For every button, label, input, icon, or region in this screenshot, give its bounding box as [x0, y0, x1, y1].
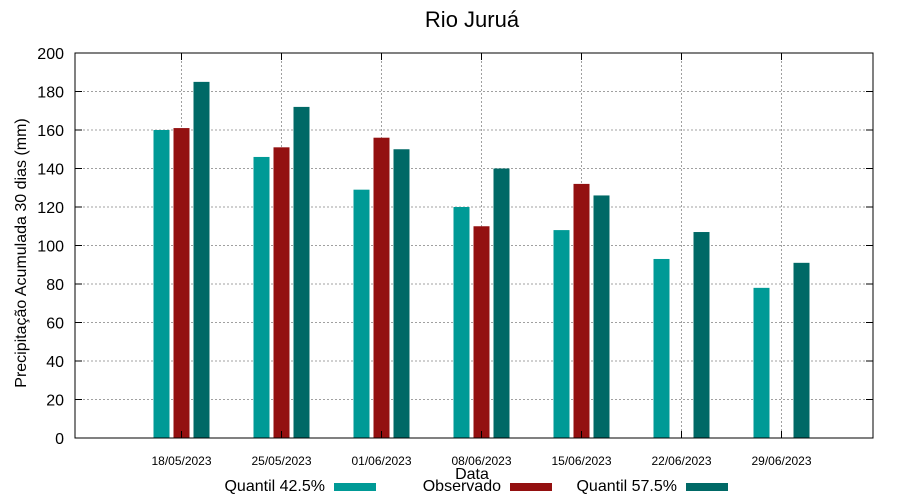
legend-swatch	[334, 483, 376, 491]
y-tick-label: 180	[37, 85, 64, 102]
x-tick-label: 25/05/2023	[251, 454, 311, 468]
y-tick-label: 0	[55, 431, 64, 448]
legend-swatch	[510, 483, 552, 491]
bar-quantil-57-5--4	[593, 195, 610, 438]
bar-observado-0	[173, 128, 190, 438]
axis-ticks: 0 20 40 60 80 100 120 140 160 180 200 18/05/2023 25/…	[37, 46, 873, 468]
y-tick-label: 80	[46, 277, 64, 294]
y-tick-label: 120	[37, 200, 64, 217]
x-tick-label: 22/06/2023	[651, 454, 711, 468]
bar-observado-3	[473, 226, 490, 438]
y-tick-label: 40	[46, 354, 64, 371]
bar-quantil-57-5--5	[693, 232, 710, 438]
legend-label: Observado	[423, 478, 501, 495]
y-tick-label: 60	[46, 316, 64, 333]
x-tick-label: 08/06/2023	[451, 454, 511, 468]
legend: Quantil 42.5% Observado Quantil 57.5%	[224, 478, 728, 495]
bar-quantil-57-5--2	[393, 149, 410, 438]
y-tick-label: 200	[37, 46, 64, 63]
x-tick-label: 01/06/2023	[351, 454, 411, 468]
y-tick-label: 160	[37, 123, 64, 140]
bar-quantil-57-5--6	[793, 262, 810, 438]
bar-quantil-42-5--5	[653, 258, 670, 438]
bar-quantil-42-5--0	[153, 130, 170, 438]
bar-quantil-42-5--6	[753, 287, 770, 438]
legend-label: Quantil 42.5%	[224, 478, 325, 495]
y-tick-label: 140	[37, 162, 64, 179]
bar-quantil-42-5--2	[353, 189, 370, 438]
x-axis-label: Data	[455, 466, 489, 483]
legend-label: Quantil 57.5%	[576, 478, 677, 495]
bar-observado-4	[573, 183, 590, 438]
y-tick-label: 20	[46, 393, 64, 410]
legend-swatch	[686, 483, 728, 491]
x-tick-label: 29/06/2023	[751, 454, 811, 468]
bar-quantil-57-5--0	[193, 81, 210, 438]
y-tick-label: 100	[37, 239, 64, 256]
chart-title: Rio Juruá	[425, 7, 520, 32]
x-tick-label: 18/05/2023	[151, 454, 211, 468]
x-tick-label: 15/06/2023	[551, 454, 611, 468]
bar-observado-1	[273, 147, 290, 438]
bar-quantil-42-5--4	[553, 230, 570, 438]
bar-quantil-57-5--3	[493, 168, 510, 438]
bar-quantil-42-5--3	[453, 207, 470, 438]
bar-quantil-57-5--1	[293, 106, 310, 439]
bar-observado-2	[373, 137, 390, 438]
bars	[153, 81, 810, 439]
y-axis-label: Precipitação Acumulada 30 dias (mm)	[13, 118, 30, 387]
bar-quantil-42-5--1	[253, 156, 270, 438]
